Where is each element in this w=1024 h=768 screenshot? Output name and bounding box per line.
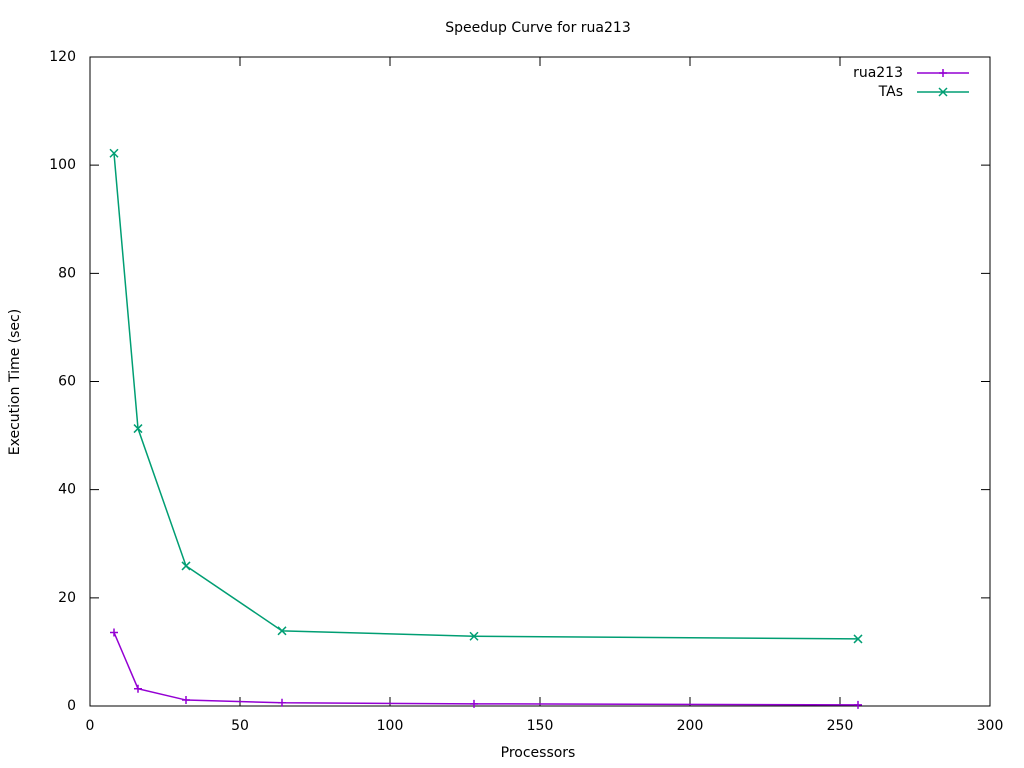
legend-marker — [938, 87, 948, 97]
y-tick-label: 80 — [58, 265, 76, 281]
point-marker — [470, 699, 478, 708]
point-marker — [469, 631, 479, 641]
x-tick-label: 200 — [677, 718, 704, 734]
point-marker — [133, 424, 143, 434]
point-marker — [854, 700, 862, 709]
x-tick-label: 250 — [827, 718, 854, 734]
point-marker — [110, 628, 118, 637]
point-marker — [853, 634, 863, 644]
plot-frame — [89, 56, 991, 707]
x-tick-label: 50 — [231, 718, 249, 734]
point-marker — [278, 698, 286, 707]
point-marker — [182, 696, 190, 705]
x-axis-label: Processors — [501, 745, 576, 761]
x-tick-label: 300 — [977, 718, 1004, 734]
point-marker — [277, 626, 287, 636]
series-line — [113, 632, 859, 706]
x-tick-label: 0 — [86, 718, 95, 734]
point-marker — [109, 148, 119, 158]
y-tick-label: 120 — [49, 49, 76, 65]
y-tick-label: 40 — [58, 482, 76, 498]
legend-marker — [939, 69, 947, 77]
series-line — [113, 153, 859, 640]
chart-title: Speedup Curve for rua213 — [445, 20, 630, 36]
legend-label: rua213 — [853, 65, 903, 81]
y-tick-label: 100 — [49, 157, 76, 173]
point-marker — [181, 561, 191, 571]
y-tick-label: 0 — [67, 698, 76, 714]
x-tick-label: 150 — [527, 718, 554, 734]
y-axis-label: Execution Time (sec) — [7, 309, 23, 455]
y-tick-label: 60 — [58, 374, 76, 390]
x-tick-label: 100 — [377, 718, 404, 734]
legend-label: TAs — [878, 84, 903, 100]
y-tick-label: 20 — [58, 590, 76, 606]
point-marker — [134, 684, 142, 693]
